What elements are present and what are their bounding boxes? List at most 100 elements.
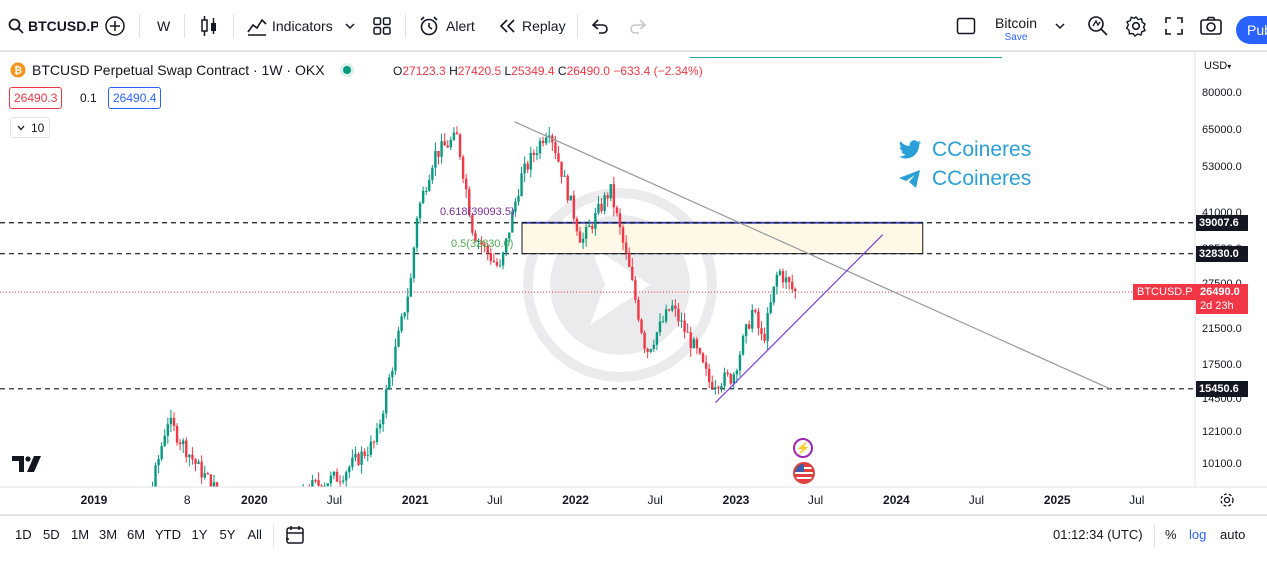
range-button-1m[interactable]: 1M [71,527,90,542]
compare-symbol-button[interactable] [104,10,126,42]
calendar-icon [286,526,304,544]
candle-body [637,299,640,320]
templates-button[interactable] [372,10,392,42]
market-status-dot [342,66,351,74]
sell-price-button[interactable]: 26490.3 [9,87,63,109]
indicators-toggle[interactable]: 10 [10,117,51,138]
candle-body [523,163,526,174]
candle-body [477,241,480,243]
undo-button[interactable] [590,10,610,42]
candle-body [791,281,794,290]
candle-body [314,480,317,482]
fib-zone-rectangle [521,222,924,255]
price-chart[interactable] [0,52,1267,514]
candle-body [403,312,406,317]
candle-body [388,377,391,390]
date-range-button[interactable] [284,524,306,551]
fullscreen-button[interactable] [1164,10,1184,42]
candle-body [172,417,176,427]
tradingview-logo [12,456,44,477]
range-button-5y[interactable]: 5Y [219,527,236,542]
candle-body [621,227,625,243]
replay-button[interactable]: Replay [497,10,566,42]
candle-body [615,207,619,214]
redo-button[interactable] [628,10,648,42]
utc-clock[interactable]: 01:12:34 (UTC) [1053,527,1143,542]
settings-button[interactable] [1125,10,1147,42]
log-scale-toggle[interactable]: log [1189,527,1207,542]
candle-body [720,385,723,389]
candle-body [209,474,213,487]
level-price-tag: 15450.6 [1196,380,1248,397]
range-button-1d[interactable]: 1D [15,527,32,542]
candle-body [677,308,680,322]
snapshot-button[interactable] [1199,10,1223,42]
candle-body [354,453,357,458]
candle-body [495,261,499,266]
range-button-6m[interactable]: 6M [127,527,146,542]
search-icon [8,18,24,34]
candle-body [575,218,579,232]
y-tick-label: 21500.0 [1202,322,1242,335]
x-tick-label: 2023 [722,493,750,507]
candle-body [541,140,545,144]
low-key: L [504,64,512,78]
x-tick-label: 8 [183,493,191,507]
candle-body [166,424,170,436]
layout-name: Bitcoin [995,15,1038,31]
candle-body [421,190,425,204]
y-tick-label: 53000.0 [1202,160,1242,173]
candle-body [618,213,622,228]
candle-body [418,203,422,219]
symbol-search-button[interactable]: BTCUSD.P [8,10,98,42]
candle-body [775,274,779,287]
telegram-handle: CCoineres [898,167,1031,191]
auto-scale-toggle[interactable]: auto [1220,527,1246,542]
candle-body [311,480,314,487]
candle-body [569,195,572,201]
candle-body [215,482,219,487]
axis-settings-button[interactable] [1219,492,1235,513]
candle-body [612,184,616,208]
layout-menu-button[interactable] [1053,10,1067,42]
alert-button[interactable]: Alert [418,10,475,42]
range-button-3m[interactable]: 3M [99,527,118,542]
candle-body [391,370,394,378]
fib-level-label: 0.618(39093.5) [440,206,515,219]
x-tick-label: Jul [807,493,824,507]
range-button-5d[interactable]: 5D [43,527,60,542]
quick-search-button[interactable] [1087,10,1109,42]
candle-body [185,440,188,458]
candle-body [514,201,517,212]
buy-price-button[interactable]: 26490.4 [108,87,162,109]
us-flag-event-icon[interactable] [793,462,815,484]
range-button-1y[interactable]: 1Y [191,527,208,542]
chart-type-button[interactable] [199,10,219,42]
range-button-ytd[interactable]: YTD [155,527,181,542]
svg-text:₿: ₿ [14,65,22,77]
candle-body [532,152,536,156]
x-tick-label: 2022 [562,493,589,507]
redo-icon [630,19,647,34]
candle-body [163,435,166,446]
candle-body [726,372,729,374]
layout-name-button[interactable]: Bitcoin Save [995,16,1037,46]
y-tick-label: 12100.0 [1202,425,1242,438]
interval-button[interactable]: W [157,10,170,42]
last-price-tag: 26490.0 2d 23h [1196,284,1248,315]
publish-button[interactable]: Pub [1236,16,1267,44]
candle-body [320,485,323,487]
camera-icon [1200,16,1222,35]
percent-scale-toggle[interactable]: % [1165,527,1177,542]
range-button-all[interactable]: All [247,527,262,542]
indicators-label: Indicators [272,18,333,34]
rewind-icon [499,19,515,33]
candle-body [683,320,686,332]
candle-body [326,483,329,486]
event-flash-icon[interactable]: ⚡ [793,438,813,458]
candle-body [781,271,785,283]
currency-selector[interactable]: USD▾ [1204,60,1231,72]
layout-checkbox[interactable] [956,10,976,42]
indicators-button[interactable]: Indicators [246,10,357,42]
candle-body [449,139,453,148]
